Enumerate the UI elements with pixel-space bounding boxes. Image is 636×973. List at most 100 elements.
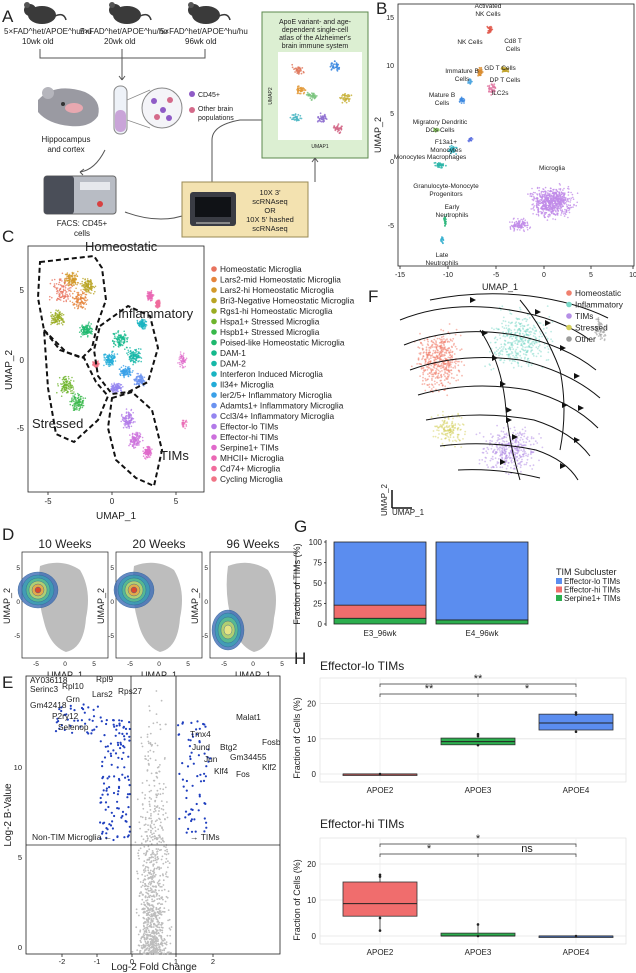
- cell-point: [70, 279, 73, 282]
- cell-point: [455, 328, 458, 331]
- cell-point: [443, 379, 446, 381]
- cell-point: [524, 317, 527, 320]
- cell-point: [433, 338, 436, 341]
- cell-point: [519, 308, 522, 311]
- cell-point: [73, 402, 76, 405]
- cell-point: [503, 327, 506, 330]
- cell-point: [50, 311, 52, 314]
- cell-point: [534, 332, 536, 335]
- cell-point: [543, 212, 546, 214]
- cell-point: [552, 204, 554, 206]
- cell-point: [90, 288, 92, 291]
- cell-point: [62, 320, 64, 322]
- cell-point: [435, 128, 438, 131]
- cell-point: [74, 405, 77, 407]
- cell-point: [435, 356, 437, 359]
- cell-point: [552, 218, 554, 220]
- cell-point: [497, 348, 500, 351]
- y-tick-label: 10: [386, 63, 394, 70]
- cell-point: [62, 386, 65, 389]
- cell-point: [549, 187, 552, 189]
- cell-point: [543, 214, 545, 216]
- cell-point: [134, 421, 136, 423]
- cell-point: [114, 335, 116, 338]
- cell-point: [123, 417, 126, 420]
- cell-point: [84, 286, 86, 289]
- cell-point: [79, 326, 81, 329]
- cell-point: [518, 328, 520, 330]
- cell-point: [185, 359, 187, 361]
- cell-point: [92, 361, 94, 364]
- cell-point: [426, 369, 429, 371]
- cell-point: [132, 352, 134, 354]
- cell-point: [125, 419, 127, 421]
- cell-point: [129, 356, 131, 359]
- cell-point: [297, 87, 300, 90]
- cell-point: [140, 348, 142, 350]
- cell-point: [59, 288, 62, 291]
- atlas-title: ApoE variant- and age-: [279, 19, 352, 26]
- cell-point: [72, 297, 74, 299]
- cell-point: [435, 348, 438, 351]
- cell-point: [119, 344, 122, 347]
- cell-point: [69, 384, 71, 386]
- cell-point: [86, 336, 89, 338]
- cell-point: [146, 446, 148, 448]
- cell-point: [74, 274, 77, 277]
- cell-point: [74, 277, 77, 280]
- cell-point: [522, 340, 525, 343]
- cell-point: [540, 202, 543, 204]
- cell-point: [148, 292, 150, 295]
- cell-point: [536, 186, 539, 189]
- cell-point: [80, 330, 83, 333]
- cell-point: [544, 194, 546, 197]
- cell-point: [72, 407, 75, 409]
- cell-point: [55, 317, 57, 319]
- cell-point: [533, 205, 535, 207]
- cell-point: [132, 443, 135, 446]
- legend-swatch: [211, 339, 217, 346]
- cell-point: [566, 200, 568, 203]
- cell-point: [438, 342, 441, 344]
- cell-point: [84, 278, 86, 281]
- cell-point: [81, 280, 83, 283]
- cluster-label: ILC2s: [492, 90, 510, 97]
- cell-point: [488, 84, 491, 87]
- cell-point: [67, 387, 70, 390]
- cell-point: [149, 456, 151, 458]
- legend-label: Effector-lo TIMs: [220, 422, 278, 432]
- cell-point: [66, 293, 68, 296]
- cell-point: [522, 229, 525, 231]
- cell-point: [348, 95, 351, 98]
- cell-point: [558, 207, 560, 210]
- cell-point: [455, 153, 458, 155]
- cell-point: [137, 355, 139, 357]
- cell-point: [552, 192, 554, 195]
- cell-point: [489, 88, 491, 90]
- cell-point: [480, 66, 483, 69]
- legend-label: Il34+ Microglia: [220, 380, 274, 390]
- cell-point: [128, 366, 130, 368]
- cell-point: [522, 226, 524, 229]
- legend-label: Hspb1+ Stressed Microglia: [220, 327, 320, 337]
- cell-point: [140, 324, 142, 326]
- cell-point: [461, 374, 463, 377]
- cell-point: [57, 298, 60, 300]
- cluster-label: DCs Cells: [426, 127, 456, 134]
- cell-point: [426, 384, 429, 386]
- legend-swatch: [211, 455, 217, 461]
- cell-point: [183, 361, 186, 363]
- cell-point: [434, 383, 436, 385]
- cell-point: [106, 356, 108, 359]
- cell-point: [299, 92, 302, 95]
- cluster-label: Early: [445, 204, 461, 211]
- cell-point: [548, 197, 550, 200]
- cell-point: [81, 406, 84, 409]
- cell-point: [502, 361, 505, 364]
- cell-point: [61, 312, 63, 315]
- cell-point: [512, 354, 514, 357]
- cell-point: [330, 64, 333, 67]
- cell-point: [134, 442, 136, 445]
